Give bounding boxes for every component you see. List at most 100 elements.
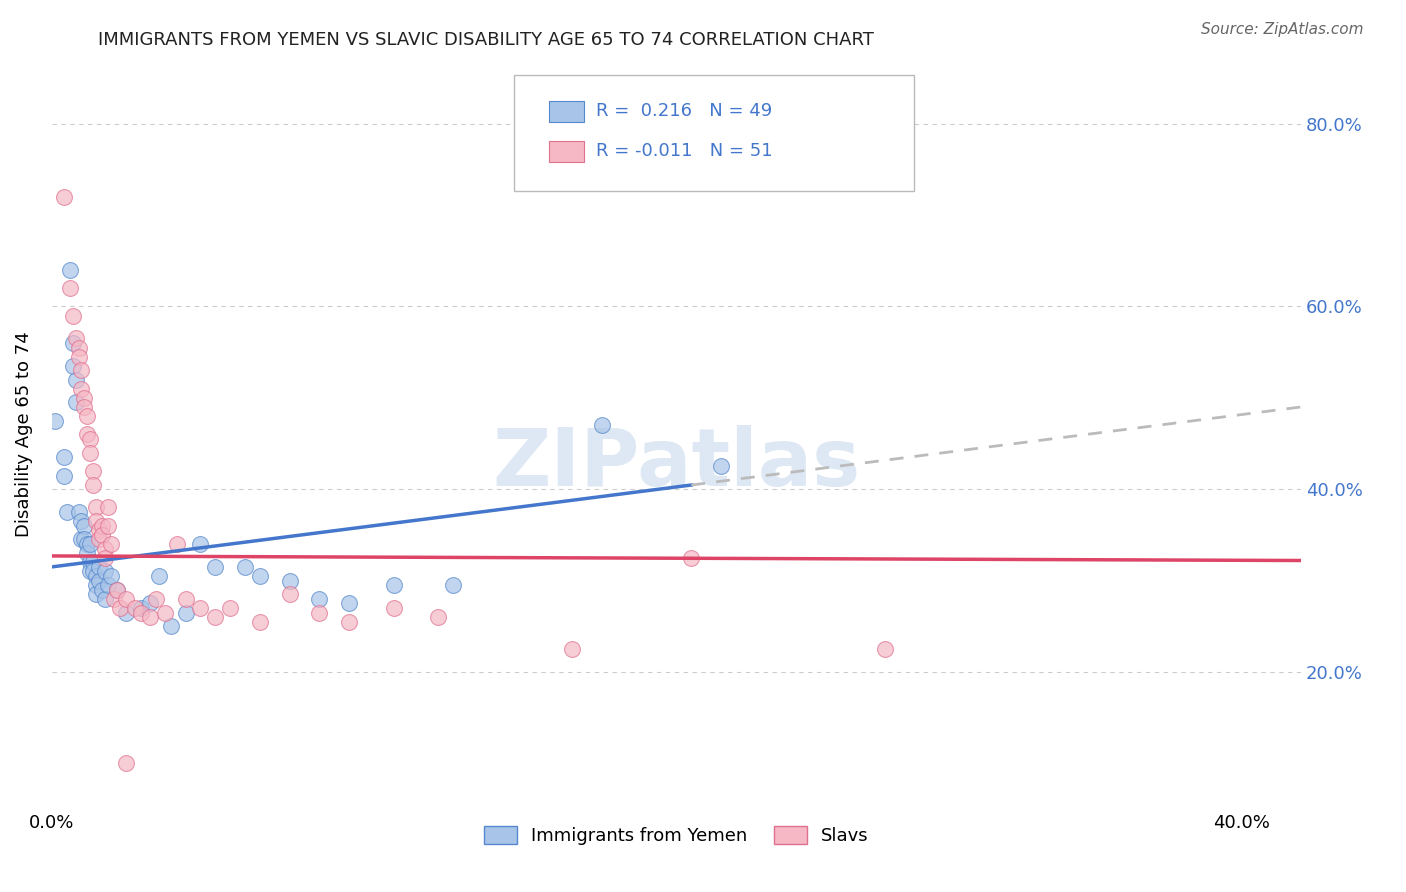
Point (145, 591, 167, 606)
Point (86, 500, 108, 515)
Point (79, 432, 101, 446)
Point (70, 514, 93, 528)
Point (82, 565, 104, 579)
Point (65, 372, 87, 386)
FancyBboxPatch shape (515, 75, 914, 191)
Point (190, 601, 212, 615)
Point (308, 591, 330, 606)
Point (91, 582, 114, 597)
Point (59, 263, 82, 277)
Point (89, 574, 111, 588)
Point (82, 477, 104, 491)
Point (86, 514, 108, 528)
Point (73, 391, 96, 405)
Point (308, 606, 330, 620)
Point (86, 587, 108, 601)
Point (337, 615, 360, 629)
Point (62, 335, 84, 350)
Point (97, 518, 120, 533)
Point (82, 464, 104, 478)
Point (79, 445, 101, 459)
Point (190, 537, 212, 551)
Point (73, 533, 96, 547)
Point (166, 537, 188, 551)
Point (278, 587, 301, 601)
Point (108, 601, 131, 615)
Point (44, 414, 66, 428)
Point (67, 505, 90, 519)
Point (233, 560, 256, 574)
Point (65, 331, 87, 345)
Point (873, 642, 896, 657)
Point (710, 459, 733, 474)
Point (382, 601, 405, 615)
Text: Source: ZipAtlas.com: Source: ZipAtlas.com (1201, 22, 1364, 37)
Point (115, 756, 138, 771)
Point (124, 601, 146, 615)
FancyBboxPatch shape (548, 141, 583, 161)
Point (76, 546, 98, 560)
Point (94, 541, 117, 556)
Point (100, 537, 122, 551)
Point (79, 555, 101, 569)
Point (139, 610, 162, 624)
Point (204, 560, 226, 574)
Point (249, 615, 271, 629)
Point (94, 550, 117, 565)
Y-axis label: Disability Age 65 to 74: Disability Age 65 to 74 (15, 332, 32, 537)
Text: R = -0.011   N = 51: R = -0.011 N = 51 (596, 142, 773, 160)
Point (52, 190, 75, 204)
Text: IMMIGRANTS FROM YEMEN VS SLAVIC DISABILITY AGE 65 TO 74 CORRELATION CHART: IMMIGRANTS FROM YEMEN VS SLAVIC DISABILI… (98, 31, 875, 49)
Point (70, 363, 93, 377)
Point (94, 565, 117, 579)
Point (103, 591, 125, 606)
Point (89, 524, 111, 538)
Point (62, 359, 84, 373)
Point (219, 601, 242, 615)
FancyBboxPatch shape (548, 101, 583, 122)
Point (79, 565, 101, 579)
Point (249, 569, 271, 583)
Point (70, 382, 93, 396)
Point (94, 591, 117, 606)
Point (97, 500, 120, 515)
Point (59, 281, 82, 295)
Point (100, 569, 122, 583)
Point (76, 409, 98, 423)
Text: ZIPatlas: ZIPatlas (492, 425, 860, 503)
Point (591, 418, 613, 433)
Point (204, 610, 226, 624)
Point (115, 591, 138, 606)
Point (97, 578, 120, 592)
Point (105, 582, 128, 597)
Point (681, 550, 703, 565)
Point (148, 569, 170, 583)
Point (129, 606, 152, 620)
Point (159, 619, 181, 633)
Point (105, 582, 128, 597)
Point (82, 555, 104, 569)
Point (174, 591, 197, 606)
Point (337, 597, 360, 611)
Point (153, 606, 176, 620)
Point (129, 601, 152, 615)
Point (62, 309, 84, 323)
Point (76, 427, 98, 442)
Text: R =  0.216   N = 49: R = 0.216 N = 49 (596, 103, 773, 120)
Point (65, 395, 87, 409)
Point (441, 578, 464, 592)
Point (115, 606, 138, 620)
Point (86, 578, 108, 592)
Point (174, 606, 197, 620)
Point (73, 400, 96, 414)
Point (52, 468, 75, 483)
Point (561, 642, 583, 657)
Point (52, 450, 75, 465)
Point (55, 505, 77, 519)
Point (139, 597, 162, 611)
Point (89, 533, 111, 547)
Point (76, 537, 98, 551)
Point (278, 574, 301, 588)
Point (67, 341, 90, 355)
Point (67, 350, 90, 364)
